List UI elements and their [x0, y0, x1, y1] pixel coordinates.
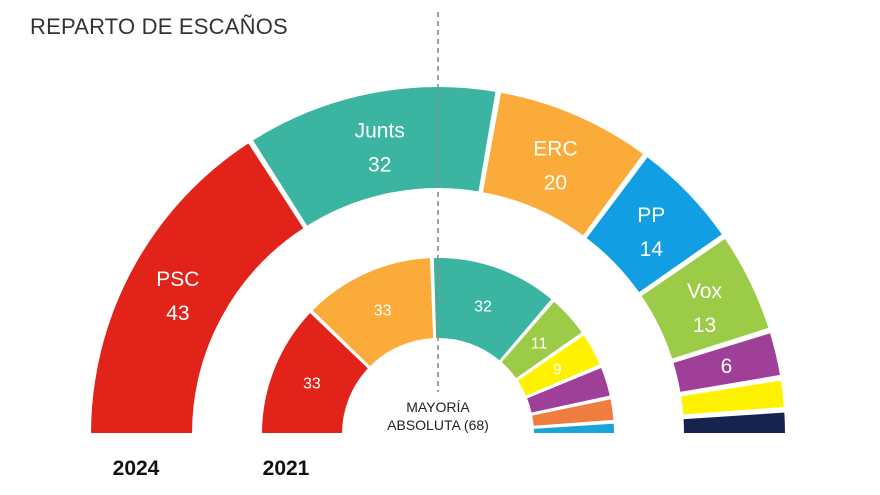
majority-label-line2: ABSOLUTA (68) — [387, 417, 489, 433]
seat-value-2021-psc: 33 — [303, 376, 321, 393]
seat-value-2021-junts: 32 — [474, 298, 492, 315]
seat-arc-2024-pp — [583, 154, 725, 295]
seat-value-2024-junts: 32 — [368, 153, 391, 176]
seat-value-2021-erc: 33 — [374, 302, 392, 319]
majority-label-line1: MAYORÍA — [406, 399, 470, 415]
party-label-2024-psc: PSC — [156, 268, 199, 291]
hemicycle-2021: 33 33 32 11 9 — [259, 256, 617, 435]
seat-arc-2021-pp — [531, 421, 617, 435]
year-label-2021: 2021 — [263, 457, 310, 480]
seat-value-2024-psc: 43 — [166, 302, 189, 325]
seat-value-2024-pp: 14 — [640, 238, 664, 261]
year-label-2024: 2024 — [113, 457, 160, 480]
seat-arc-2024-cup — [678, 378, 787, 417]
seat-value-2024-comuns: 6 — [721, 355, 733, 378]
seat-arc-2024-comuns — [671, 330, 783, 395]
party-label-2024-pp: PP — [637, 204, 665, 227]
party-label-2024-junts: Junts — [355, 119, 405, 142]
party-label-2024-vox: Vox — [687, 280, 723, 303]
seat-value-2024-vox: 13 — [693, 314, 716, 337]
seat-value-2021-cup: 9 — [553, 361, 562, 378]
seat-arc-2024-vox — [638, 236, 771, 362]
seat-arc-2021-junts — [431, 256, 555, 364]
chart-title: REPARTO DE ESCAÑOS — [30, 14, 288, 39]
seat-arc-2021-psc — [259, 310, 371, 435]
seat-arc-2024-psc — [88, 140, 307, 435]
seat-value-2024-erc: 20 — [544, 172, 567, 195]
hemicycle-2024: PSC 43 Junts 32 ERC 20 PP 14 Vox 136 — [88, 85, 788, 435]
seat-arc-2024-erc — [480, 90, 646, 239]
seat-value-2021-vox: 11 — [531, 336, 548, 353]
party-label-2024-erc: ERC — [533, 138, 577, 161]
seat-arc-2024-junts — [250, 85, 498, 229]
seat-arc-2024-alian-a — [681, 410, 788, 435]
seat-arc-2021-erc — [309, 256, 436, 370]
